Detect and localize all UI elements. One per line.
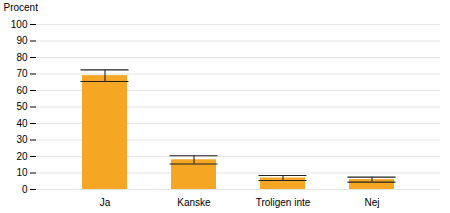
svg-text:30: 30 bbox=[16, 134, 28, 145]
svg-text:60: 60 bbox=[16, 85, 28, 96]
svg-text:70: 70 bbox=[16, 68, 28, 79]
svg-text:Kanske: Kanske bbox=[177, 197, 211, 208]
svg-text:Procent: Procent bbox=[4, 2, 39, 13]
svg-text:0: 0 bbox=[22, 184, 28, 195]
svg-text:80: 80 bbox=[16, 52, 28, 63]
svg-text:40: 40 bbox=[16, 118, 28, 129]
svg-text:50: 50 bbox=[16, 101, 28, 112]
svg-text:Nej: Nej bbox=[364, 197, 379, 208]
svg-text:Ja: Ja bbox=[100, 197, 111, 208]
svg-text:Troligen inte: Troligen inte bbox=[256, 197, 311, 208]
svg-text:10: 10 bbox=[16, 167, 28, 178]
svg-text:90: 90 bbox=[16, 35, 28, 46]
svg-text:100: 100 bbox=[11, 19, 28, 30]
svg-text:20: 20 bbox=[16, 151, 28, 162]
